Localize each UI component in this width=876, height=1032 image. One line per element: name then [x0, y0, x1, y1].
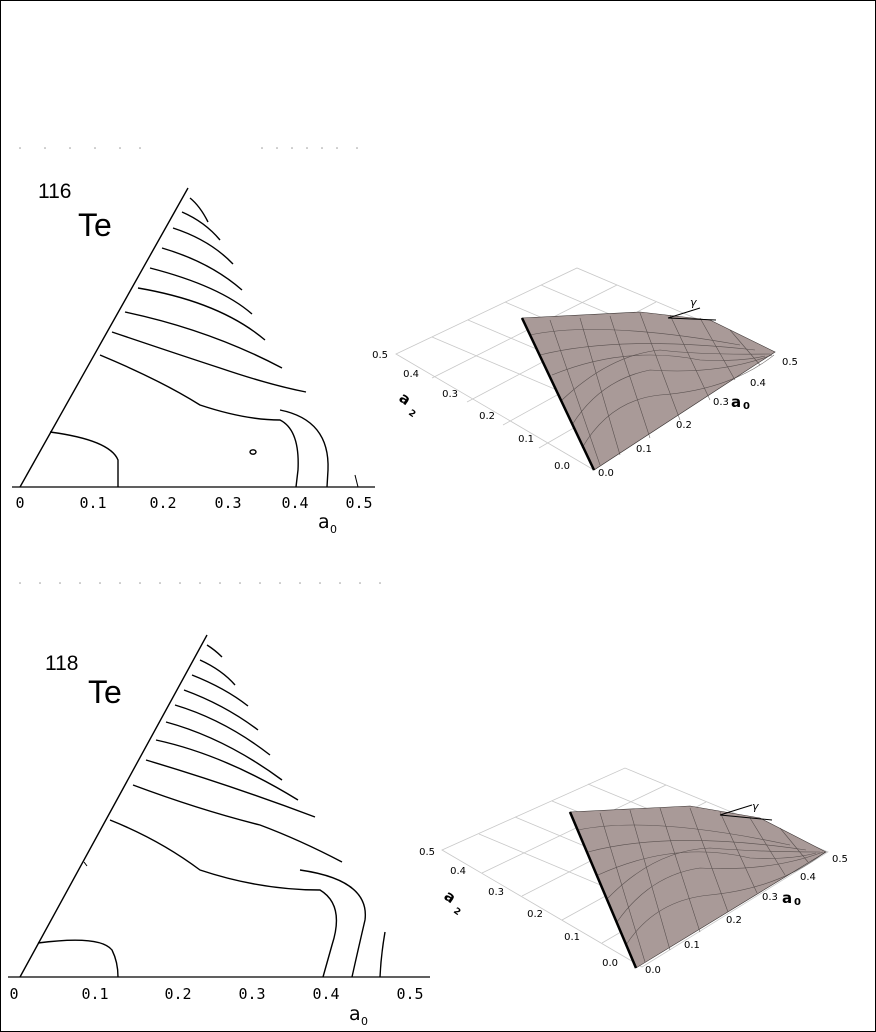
dotted-separator	[19, 582, 381, 584]
tick-label: 0.4	[403, 369, 419, 380]
dotted-separator	[19, 147, 358, 149]
tick-label: 0.1	[636, 444, 652, 455]
contour-line	[84, 862, 87, 866]
tick-label: 0.2	[164, 985, 191, 1003]
tick-label: 0	[9, 985, 18, 1003]
tick-label: 0.3	[238, 985, 265, 1003]
gamma-label: γ	[752, 800, 759, 813]
panel-118te: 118 Te 0 0.1 0.2 0.3 0.4 0.5	[8, 582, 848, 1028]
contour-line	[38, 940, 118, 977]
tick-label: 0.0	[602, 958, 618, 969]
contour-line	[355, 475, 358, 487]
contour-line	[133, 785, 342, 862]
tick-label: 0	[15, 494, 24, 512]
tick-label: 0.2	[726, 915, 742, 926]
tick-label: 0.3	[214, 494, 241, 512]
contour-line	[138, 288, 265, 340]
x-axis-ticks: 0 0.1 0.2 0.3 0.4 0.5	[15, 494, 372, 512]
a2-axis-label: a	[441, 887, 460, 908]
isotope-mass-number: 118	[45, 652, 78, 675]
contour-line	[190, 198, 208, 222]
tick-label: 0.1	[79, 494, 106, 512]
a2-axis-label-subscript: 2	[451, 906, 462, 918]
tick-label: 0.1	[81, 985, 108, 1003]
tick-label: 0.1	[518, 434, 534, 445]
tick-label: 0.5	[345, 494, 372, 512]
contour-line	[50, 432, 118, 487]
contour-line	[173, 228, 233, 264]
tick-label: 0.5	[832, 854, 848, 865]
contour-line	[380, 932, 385, 977]
tick-label: 0.4	[800, 872, 816, 883]
contour-minimum-marker	[250, 450, 256, 454]
contour-line	[182, 212, 220, 240]
x-axis-label: a	[318, 511, 330, 533]
tick-label: 0.5	[419, 847, 435, 858]
surface-plot: γ 0.0 0.1 0.2 0.3 0.4 0.5 a 2 0.0 0.1 0.…	[419, 768, 848, 976]
panel-116te: 116 Te 0 0.1 0.2 0.3 0.4 0.5	[12, 147, 798, 536]
contour-plot	[12, 188, 375, 487]
a2-axis-label: a	[396, 389, 415, 410]
tick-label: 0.1	[564, 932, 580, 943]
tick-label: 0.2	[676, 420, 692, 431]
tick-label: 0.5	[782, 357, 798, 368]
tick-label: 0.2	[149, 494, 176, 512]
tick-label: 0.5	[396, 985, 423, 1003]
contour-line	[100, 355, 298, 487]
contour-line	[162, 248, 242, 290]
a0-axis-label-subscript: 0	[794, 897, 801, 908]
isotope-symbol: Te	[78, 207, 112, 243]
x-axis-label-subscript: 0	[330, 523, 337, 536]
contour-line	[112, 332, 306, 392]
isotope-mass-number: 116	[38, 180, 71, 203]
tick-label: 0.4	[750, 378, 766, 389]
a2-axis-label-subscript: 2	[406, 408, 417, 420]
a2-axis-ticks: 0.0 0.1 0.2 0.3 0.4 0.5	[372, 350, 570, 472]
isotope-symbol: Te	[88, 674, 122, 710]
contour-line	[192, 675, 248, 706]
contour-line	[150, 268, 252, 314]
contour-plot	[8, 635, 430, 977]
tick-label: 0.0	[554, 461, 570, 472]
tick-label: 0.1	[684, 940, 700, 951]
tick-label: 0.2	[479, 411, 495, 422]
contour-line	[207, 645, 222, 657]
tick-label: 0.3	[488, 887, 504, 898]
a2-axis-ticks: 0.0 0.1 0.2 0.3 0.4 0.5	[419, 847, 618, 969]
tick-label: 0.5	[372, 350, 388, 361]
a0-axis-label-subscript: 0	[743, 401, 750, 412]
gamma-label: γ	[690, 296, 697, 309]
tick-label: 0.2	[527, 909, 543, 920]
tick-label: 0.0	[645, 965, 661, 976]
contour-line	[280, 410, 328, 487]
tick-label: 0.4	[312, 985, 339, 1003]
x-axis-label-subscript: 0	[361, 1015, 368, 1028]
tick-label: 0.0	[598, 468, 614, 479]
tick-label: 0.4	[450, 866, 466, 877]
tick-label: 0.4	[281, 494, 308, 512]
contour-line	[110, 820, 336, 977]
tick-label: 0.3	[713, 397, 729, 408]
contour-line	[125, 312, 282, 368]
tick-label: 0.3	[442, 389, 458, 400]
x-axis-label: a	[349, 1003, 361, 1025]
contour-line	[146, 760, 315, 817]
surface-plot: γ 0.0 0.1 0.2 0.3 0.4 0.5 a 2 0.0 0.1 0.…	[372, 268, 798, 479]
a0-axis-label: a	[782, 889, 792, 907]
contour-line	[300, 870, 365, 977]
a0-axis-label: a	[731, 393, 741, 411]
x-axis-ticks: 0 0.1 0.2 0.3 0.4 0.5	[9, 985, 423, 1003]
tick-label: 0.3	[762, 892, 778, 903]
